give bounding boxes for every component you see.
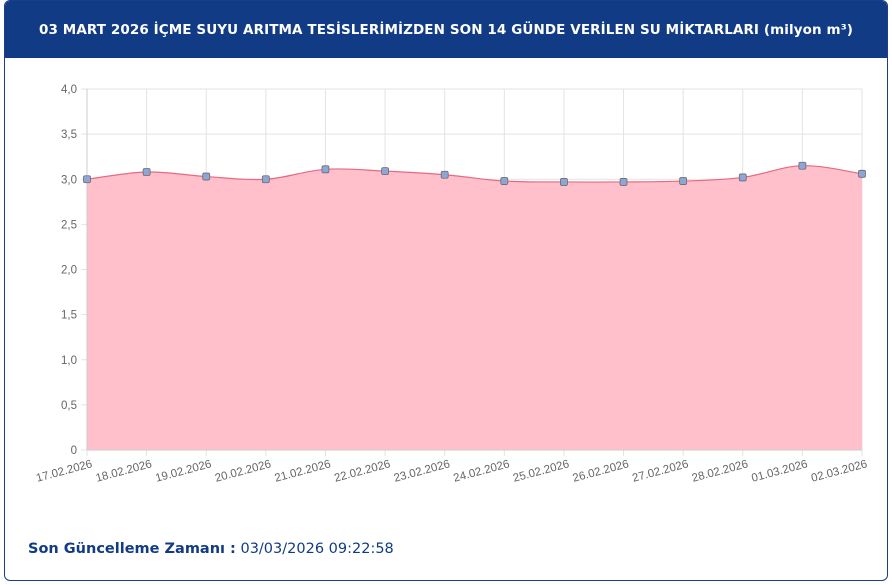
y-tick-label: 3,0 — [61, 174, 77, 186]
last-update-label: Son Güncelleme Zamanı : — [28, 541, 236, 557]
x-tick-label: 24.02.2026 — [452, 458, 511, 484]
series-line — [86, 165, 863, 183]
x-tick-label: 17.02.2026 — [35, 458, 94, 484]
x-tick-label: 28.02.2026 — [691, 458, 750, 484]
y-tick-label: 0 — [71, 445, 77, 457]
x-tick-label: 19.02.2026 — [154, 458, 213, 484]
chart-header: 03 MART 2026 İÇME SUYU ARITMA TESİSLERİM… — [5, 1, 887, 58]
chart-card: 03 MART 2026 İÇME SUYU ARITMA TESİSLERİM… — [4, 0, 888, 581]
y-tick-label: 1,0 — [61, 355, 77, 367]
x-tick-label: 22.02.2026 — [333, 458, 392, 484]
x-tick-label: 25.02.2026 — [512, 458, 571, 484]
last-update-value: 03/03/2026 09:22:58 — [240, 541, 394, 557]
x-tick-label: 01.03.2026 — [750, 458, 809, 484]
data-point — [321, 165, 330, 174]
y-tick-label: 3,5 — [61, 129, 77, 141]
y-tick-label: 2,5 — [61, 219, 77, 231]
water-supply-chart: 0 0,5 1,0 1,5 2,0 2,5 3,0 3,5 4,0 17.02.2026 18.02… — [35, 84, 869, 485]
x-tick-label: 18.02.2026 — [95, 458, 154, 484]
y-tick-label: 4,0 — [61, 84, 77, 96]
data-point — [738, 173, 747, 182]
area-fill — [87, 165, 862, 450]
data-point — [83, 175, 91, 184]
chart-title: 03 MART 2026 İÇME SUYU ARITMA TESİSLERİM… — [39, 21, 853, 38]
data-point — [261, 175, 270, 184]
x-tick-label: 21.02.2026 — [273, 458, 332, 484]
y-tick-label: 0,5 — [61, 400, 77, 412]
data-point — [381, 167, 389, 176]
last-update: Son Güncelleme Zamanı : 03/03/2026 09:22… — [28, 541, 394, 557]
data-point — [679, 177, 688, 185]
y-tick-label: 2,0 — [61, 265, 77, 277]
x-tick-label: 02.03.2026 — [810, 458, 869, 484]
data-point — [560, 178, 568, 186]
data-point — [619, 178, 628, 186]
x-tick-label: 26.02.2026 — [571, 458, 630, 484]
x-tick-label: 23.02.2026 — [393, 458, 452, 484]
data-point — [142, 168, 151, 176]
y-tick-label: 1,5 — [61, 310, 77, 322]
chart-area: 0 0,5 1,0 1,5 2,0 2,5 3,0 3,5 4,0 17.02.2026 18.02… — [5, 58, 887, 498]
data-point — [798, 161, 807, 170]
data-point — [500, 177, 509, 185]
data-point — [202, 172, 211, 181]
data-point — [440, 170, 449, 179]
x-tick-label: 27.02.2026 — [631, 458, 690, 484]
data-point — [858, 169, 866, 178]
x-tick-label: 20.02.2026 — [214, 458, 273, 484]
